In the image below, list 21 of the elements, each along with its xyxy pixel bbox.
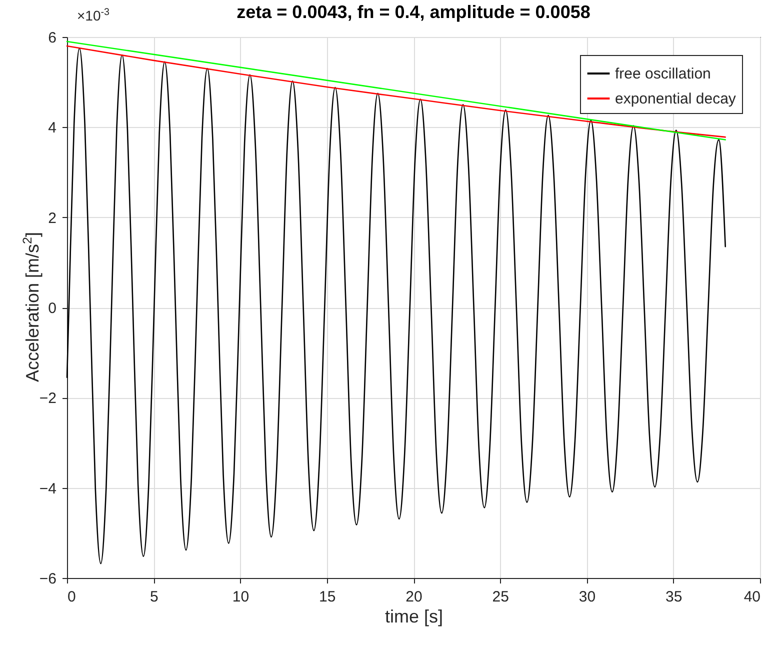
x-tick-label: 20 [406, 588, 422, 606]
x-tick-label: 40 [744, 588, 760, 606]
y-tick-label: 4 [48, 120, 56, 137]
y-tick-label: −2 [39, 390, 56, 408]
y-tick-label: −6 [39, 570, 56, 588]
x-tick-label: 0 [68, 588, 76, 606]
text: ×10$^{-3}$ [77, 7, 110, 24]
legend-label: free oscillation [615, 66, 711, 82]
x-tick-label: 25 [492, 588, 509, 606]
y-tick-label: 0 [48, 300, 56, 317]
x-tick-label: 5 [150, 588, 158, 606]
y-tick-label: −4 [39, 480, 56, 498]
y-tick-label: 6 [48, 30, 56, 46]
x-axis-title: time [s] [384, 606, 444, 626]
x-tick-label: 15 [319, 588, 336, 606]
x-tick-label: 35 [666, 588, 682, 606]
y-tick-label: 2 [48, 210, 56, 227]
legend-label: exponential decay [615, 90, 736, 108]
x-tick-label: 10 [232, 588, 250, 606]
chart-title: zeta = 0.0043, fn = 0.4, amplitude = 0.0058 [236, 2, 590, 22]
x-tick-label: 30 [578, 588, 596, 606]
